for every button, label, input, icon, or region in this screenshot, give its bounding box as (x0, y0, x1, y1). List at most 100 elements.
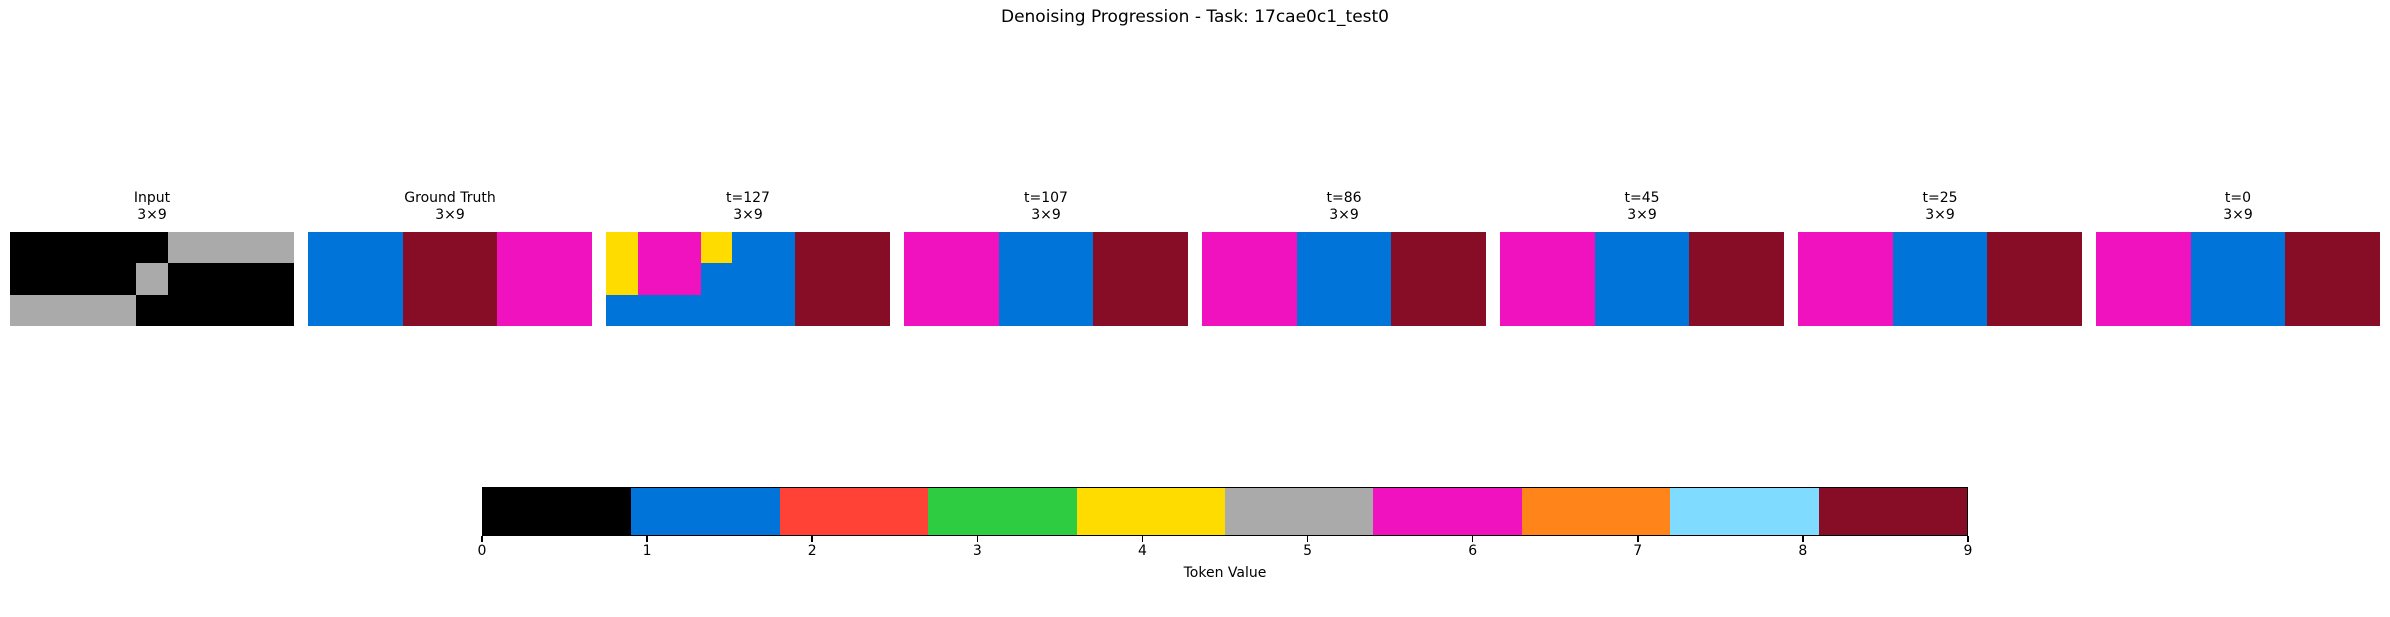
panel-title: Ground Truth 3×9 (404, 190, 496, 223)
grid-cell-value-1 (763, 294, 796, 326)
panel-t-127: t=127 3×9 (606, 190, 890, 330)
grid-cell-value-9 (858, 263, 890, 295)
grid-cell-value-1 (1359, 294, 1392, 326)
panel-grid (2096, 232, 2380, 326)
grid-cell-value-1 (1061, 294, 1094, 326)
grid-cell-value-6 (2096, 263, 2128, 295)
colorbar-tick-mark (1802, 536, 1804, 542)
grid-cell-value-5 (167, 232, 200, 264)
grid-cell-value-1 (2190, 294, 2223, 326)
grid-cell-value-9 (795, 232, 827, 264)
grid-cell-value-6 (560, 263, 592, 295)
panel-ground-truth: Ground Truth 3×9 (308, 190, 592, 330)
grid-cell-value-1 (1296, 232, 1329, 264)
colorbar-tick-label: 9 (1963, 543, 1973, 559)
grid-cell-value-6 (1233, 232, 1266, 264)
grid-cell-value-9 (1720, 294, 1753, 326)
grid-cell-value-1 (371, 263, 403, 295)
grid-cell-value-1 (1924, 263, 1956, 295)
grid-cell-value-6 (2096, 294, 2128, 326)
colorbar-segment-5 (1225, 488, 1374, 535)
grid-cell-value-9 (858, 294, 890, 326)
grid-cell-value-9 (1422, 232, 1455, 264)
grid-cell-value-6 (2127, 263, 2160, 295)
grid-cell-value-9 (2348, 294, 2380, 326)
grid-cell-value-9 (2316, 294, 2349, 326)
grid-cell-value-6 (1531, 232, 1564, 264)
grid-cell-value-6 (1563, 294, 1595, 326)
colorbar-segment-2 (779, 488, 929, 535)
grid-cell-value-9 (2316, 232, 2349, 264)
grid-cell-value-1 (1594, 232, 1627, 264)
colorbar-tick-label: 1 (642, 543, 652, 559)
grid-cell-value-6 (935, 263, 968, 295)
grid-cell-value-0 (104, 263, 137, 295)
grid-cell-value-6 (1265, 294, 1297, 326)
colorbar-segment-0 (483, 488, 632, 535)
grid-cell-value-1 (606, 294, 638, 326)
grid-cell-value-1 (1061, 263, 1094, 295)
colorbar-tick-mark (1471, 536, 1474, 542)
grid-cell-value-9 (1720, 263, 1753, 295)
grid-cell-value-1 (2222, 263, 2254, 295)
grid-cell-value-6 (637, 232, 670, 264)
colorbar-bar (482, 487, 1968, 536)
grid-cell-value-4 (606, 232, 638, 264)
grid-cell-value-6 (528, 232, 561, 264)
colorbar-segment-6 (1373, 488, 1522, 535)
grid-cell-value-1 (371, 294, 403, 326)
colorbar-segment-3 (928, 488, 1077, 535)
grid-cell-value-6 (904, 232, 936, 264)
grid-cell-value-6 (1531, 294, 1564, 326)
panel-grid (904, 232, 1188, 326)
grid-cell-value-5 (262, 232, 294, 264)
grid-cell-value-6 (2096, 232, 2128, 264)
grid-cell-value-1 (1955, 263, 1988, 295)
grid-cell-value-9 (434, 232, 466, 264)
grid-cell-value-6 (2127, 294, 2160, 326)
panel-t-0: t=0 3×9 (2096, 190, 2380, 330)
grid-cell-value-9 (1689, 232, 1721, 264)
grid-cell-value-6 (967, 263, 999, 295)
grid-cell-value-9 (2018, 232, 2051, 264)
grid-cell-value-6 (904, 294, 936, 326)
grid-cell-value-1 (339, 232, 372, 264)
grid-cell-value-0 (230, 294, 263, 326)
grid-cell-value-1 (308, 263, 340, 295)
grid-cell-value-6 (497, 232, 529, 264)
grid-cell-value-9 (1124, 232, 1157, 264)
grid-cell-value-6 (1531, 263, 1564, 295)
colorbar-tick-label: 6 (1468, 543, 1478, 559)
grid-cell-value-6 (637, 263, 670, 295)
grid-cell-value-1 (637, 294, 670, 326)
grid-cell-value-6 (560, 294, 592, 326)
grid-cell-value-1 (1657, 294, 1690, 326)
panel-grid (308, 232, 592, 326)
grid-cell-value-1 (1626, 232, 1658, 264)
grid-cell-value-1 (1892, 232, 1925, 264)
grid-cell-value-1 (732, 232, 764, 264)
colorbar-segment-1 (631, 488, 780, 535)
grid-cell-value-9 (1124, 263, 1157, 295)
grid-cell-value-1 (1626, 294, 1658, 326)
grid-cell-value-5 (230, 232, 263, 264)
grid-cell-value-9 (1156, 263, 1188, 295)
grid-cell-value-4 (606, 263, 638, 295)
panel-input: Input 3×9 (10, 190, 294, 330)
grid-cell-value-9 (1720, 232, 1753, 264)
grid-cell-value-5 (136, 263, 168, 295)
grid-cell-value-6 (904, 263, 936, 295)
grid-cell-value-1 (1359, 232, 1392, 264)
grid-cell-value-9 (1689, 263, 1721, 295)
grid-cell-value-0 (136, 232, 168, 264)
grid-cell-value-0 (262, 263, 294, 295)
grid-cell-value-1 (1030, 263, 1062, 295)
grid-cell-value-9 (826, 294, 859, 326)
grid-cell-value-6 (1202, 294, 1234, 326)
grid-cell-value-1 (1626, 263, 1658, 295)
grid-cell-value-1 (1328, 294, 1360, 326)
grid-cell-value-1 (2253, 294, 2286, 326)
grid-cell-value-9 (434, 263, 466, 295)
grid-cell-value-6 (1798, 294, 1830, 326)
grid-cell-value-1 (763, 263, 796, 295)
